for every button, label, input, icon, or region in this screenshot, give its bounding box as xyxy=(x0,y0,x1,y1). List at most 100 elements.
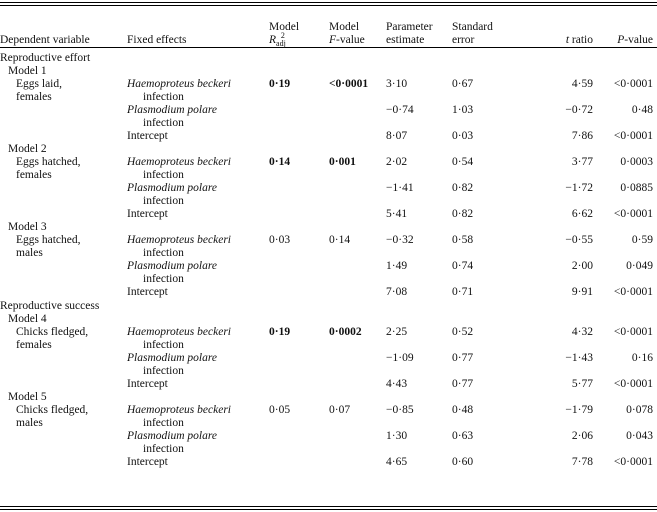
fixed-effect-species: Haemoproteus beckeri xyxy=(127,404,231,416)
empty-cell xyxy=(597,443,657,456)
empty-cell xyxy=(597,195,657,208)
fixed-effect-suffix: infection xyxy=(143,169,184,181)
fixed-effect: Intercept xyxy=(127,208,168,220)
p-value: <0·0001 xyxy=(613,130,653,142)
header-model-f: Model F-value xyxy=(329,21,365,46)
t-ratio: 5·77 xyxy=(571,378,593,390)
empty-cell xyxy=(269,169,329,182)
fixed-effect-suffix: infection xyxy=(143,195,184,207)
parameter-estimate: −1·41 xyxy=(386,182,414,194)
empty-cell xyxy=(452,247,535,260)
p-value: 0·48 xyxy=(631,104,653,116)
empty-cell xyxy=(535,417,597,430)
dependent-variable: Eggs laid, xyxy=(16,78,62,90)
table-row-continuation: females infection xyxy=(0,169,657,182)
header-parameter-estimate: Parameter estimate xyxy=(386,21,433,46)
dependent-variable: females xyxy=(16,169,52,181)
model-f xyxy=(329,378,386,391)
parameter-estimate: 8·07 xyxy=(386,130,408,142)
table-row-continuation: infection xyxy=(0,443,657,456)
model-r2: 0·14 xyxy=(269,156,291,168)
fixed-effect: Plasmodium polare xyxy=(127,182,269,195)
empty-cell xyxy=(386,273,452,286)
parameter-estimate: −0·85 xyxy=(386,404,414,416)
empty-cell xyxy=(535,169,597,182)
t-ratio: −1·72 xyxy=(565,182,593,194)
table-row-continuation: females infection xyxy=(0,91,657,104)
fixed-effect-suffix: infection xyxy=(143,365,184,377)
empty-cell xyxy=(535,339,597,352)
header-dependent-variable: Dependent variable xyxy=(0,34,90,46)
parameter-estimate: 1·30 xyxy=(386,430,408,442)
standard-error: 0·82 xyxy=(452,208,474,220)
table-row: Intercept 7·08 0·71 9·91 <0·0001 xyxy=(0,286,657,299)
top-rule-double xyxy=(0,5,657,6)
fixed-effect: Plasmodium polare xyxy=(127,260,269,273)
fixed-effect-species: Plasmodium polare xyxy=(127,430,217,442)
model-row: Model 4 xyxy=(0,313,657,326)
parameter-estimate: −0·74 xyxy=(386,104,414,116)
table-row-continuation: infection xyxy=(0,117,657,130)
table-row-continuation: males infection xyxy=(0,417,657,430)
empty-cell xyxy=(386,365,452,378)
empty-cell xyxy=(329,117,386,130)
standard-error: 0·03 xyxy=(452,130,474,142)
model-r2 xyxy=(269,182,329,195)
fixed-effect-suffix: infection xyxy=(143,91,184,103)
empty-cell xyxy=(269,339,329,352)
p-value: <0·0001 xyxy=(613,326,653,338)
parameter-estimate: 2·02 xyxy=(386,156,408,168)
dependent-variable: females xyxy=(16,91,52,103)
empty-cell xyxy=(269,195,329,208)
empty-cell xyxy=(597,247,657,260)
fixed-effect: Haemoproteus beckeri xyxy=(127,326,269,339)
table-row: Intercept 8·07 0·03 7·86 <0·0001 xyxy=(0,130,657,143)
fixed-effect: Intercept xyxy=(127,286,168,298)
t-ratio: 3·77 xyxy=(571,156,593,168)
fixed-effect-species: Haemoproteus beckeri xyxy=(127,156,231,168)
dependent-variable: Chicks fledged, xyxy=(16,326,89,338)
model-r2 xyxy=(269,456,329,469)
table-row-continuation: infection xyxy=(0,195,657,208)
t-ratio: 4·32 xyxy=(571,326,593,338)
empty-cell xyxy=(329,273,386,286)
section-title: Reproductive success xyxy=(0,300,100,312)
empty-cell xyxy=(597,169,657,182)
t-ratio: −1·43 xyxy=(565,352,593,364)
dependent-variable: females xyxy=(16,339,52,351)
fixed-effect: Intercept xyxy=(127,456,168,468)
model-name: Model 3 xyxy=(8,221,47,233)
empty-cell xyxy=(386,443,452,456)
empty-cell xyxy=(535,91,597,104)
p-value: <0·0001 xyxy=(613,208,653,220)
dependent-variable xyxy=(0,430,127,443)
empty-cell xyxy=(597,91,657,104)
fixed-effect-species: Plasmodium polare xyxy=(127,182,217,194)
empty-cell xyxy=(269,417,329,430)
empty-cell xyxy=(386,195,452,208)
model-r2: 0·19 xyxy=(269,326,291,338)
model-r2 xyxy=(269,130,329,143)
t-ratio: 2·06 xyxy=(571,430,593,442)
standard-error: 0·67 xyxy=(452,78,474,90)
table-row: Intercept 4·43 0·77 5·77 <0·0001 xyxy=(0,378,657,391)
model-name: Model 1 xyxy=(8,65,47,77)
table-row: Plasmodium polare −0·74 1·03 −0·72 0·48 xyxy=(0,104,657,117)
p-value: 0·59 xyxy=(631,234,653,246)
standard-error: 0·54 xyxy=(452,156,474,168)
parameter-estimate: 3·10 xyxy=(386,78,408,90)
empty-cell xyxy=(329,195,386,208)
model-f: <0·0001 xyxy=(329,78,369,90)
empty-cell xyxy=(535,365,597,378)
dependent-variable xyxy=(0,365,127,378)
dependent-variable xyxy=(0,352,127,365)
empty-cell xyxy=(386,91,452,104)
empty-cell xyxy=(597,339,657,352)
dependent-variable xyxy=(0,286,127,299)
p-value: 0·049 xyxy=(626,260,653,272)
p-value: <0·0001 xyxy=(613,456,653,468)
parameter-estimate: 1·49 xyxy=(386,260,408,272)
bottom-rule-double xyxy=(0,509,657,510)
dependent-variable xyxy=(0,273,127,286)
model-r2: 0·19 xyxy=(269,78,291,90)
